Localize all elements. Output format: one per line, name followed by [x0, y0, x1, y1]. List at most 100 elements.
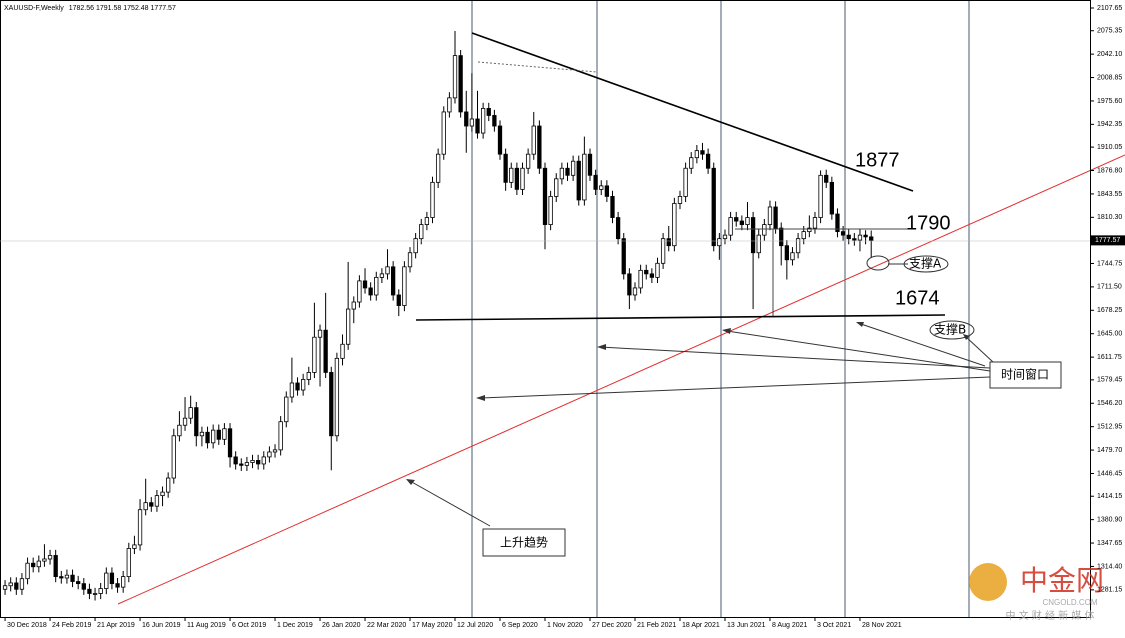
candle-body	[694, 150, 700, 159]
candle-body	[509, 167, 514, 183]
candle-body	[211, 429, 216, 444]
candle-body	[87, 588, 92, 594]
candle-body	[542, 167, 548, 225]
candle-body	[59, 576, 64, 579]
candle-body	[739, 220, 744, 225]
candle-body	[683, 167, 688, 197]
candle-body	[2, 585, 8, 590]
x-tick-label: 1 Nov 2020	[547, 622, 583, 629]
plot-frame	[0, 0, 1091, 618]
candle-body	[390, 266, 396, 296]
candle-body	[340, 343, 345, 359]
candle-body	[272, 449, 278, 453]
annotation-box	[482, 528, 566, 557]
candle-body	[531, 125, 536, 155]
candle-body	[132, 544, 137, 549]
candle-body	[289, 382, 295, 398]
candle-body	[31, 562, 36, 568]
candle-body	[615, 217, 621, 240]
candle-body	[790, 252, 795, 261]
x-tick-label: 13 Jun 2021	[727, 622, 766, 629]
arrow-head	[597, 344, 606, 350]
candle-body	[396, 294, 401, 306]
x-tick-label: 8 Aug 2021	[772, 622, 808, 629]
x-tick-label: 27 Dec 2020	[592, 622, 632, 629]
annotation: 1674	[895, 287, 940, 309]
candle-body	[430, 181, 435, 218]
arrow	[409, 480, 491, 527]
candle-body	[458, 55, 463, 113]
y-tick-label: 1843.55	[1097, 191, 1122, 198]
candle-body	[233, 456, 238, 465]
x-tick-label: 21 Apr 2019	[97, 622, 135, 629]
candle-body	[160, 491, 165, 497]
candle-body	[599, 185, 604, 190]
candle-body	[750, 217, 756, 254]
x-tick-label: 22 Mar 2020	[367, 622, 406, 629]
candle-body	[570, 160, 576, 176]
watermark-name: 中金网	[1020, 564, 1104, 597]
candle-body	[126, 548, 131, 577]
candle-body	[779, 227, 784, 247]
candle-body	[379, 273, 385, 278]
y-tick-label: 1479.70	[1097, 447, 1122, 454]
candle-body	[525, 153, 531, 169]
y-tick-label: 1611.75	[1097, 354, 1122, 361]
candle-body	[503, 153, 508, 183]
candle-body	[256, 460, 261, 465]
y-tick-label: 1380.90	[1097, 516, 1122, 523]
candle-body	[565, 167, 570, 176]
candle-body	[689, 157, 694, 169]
candle-body	[312, 336, 317, 373]
candle-body	[700, 150, 705, 155]
x-tick-label: 28 Nov 2021	[862, 622, 902, 629]
candle-body	[464, 111, 469, 127]
candle-body	[514, 167, 520, 190]
candle-body	[441, 111, 446, 155]
candle-body	[36, 560, 41, 568]
candle-body	[818, 174, 823, 218]
chart-header: XAUUSD-F,Weekly 1782.56 1791.58 1752.48 …	[4, 5, 176, 12]
arrow-head	[856, 322, 864, 327]
candle-body	[121, 576, 126, 588]
candle-body	[250, 460, 255, 463]
candle-body	[773, 206, 778, 229]
candle-body	[104, 572, 109, 589]
candle-body	[722, 234, 728, 240]
open: 1782.56	[69, 5, 94, 12]
annotation-box	[989, 361, 1062, 389]
candle-body	[632, 287, 638, 296]
candle-body	[604, 185, 610, 197]
candle-body	[655, 262, 660, 278]
candle-body	[728, 217, 733, 236]
candle-body	[475, 118, 480, 134]
arrow-head	[406, 479, 415, 485]
candle-body	[25, 562, 30, 580]
y-tick-label: 1347.65	[1097, 540, 1122, 547]
x-tick-label: 17 May 2020	[412, 622, 453, 629]
candle-body	[177, 424, 182, 437]
candle-body	[239, 463, 244, 466]
y-tick-label: 2042.10	[1097, 51, 1122, 58]
candle-body	[582, 153, 587, 201]
candle-body	[644, 269, 649, 275]
candle-body	[846, 234, 851, 240]
candle-body	[98, 588, 103, 594]
candle-body	[666, 238, 671, 247]
candle-body	[559, 167, 565, 180]
candle-body	[362, 280, 368, 289]
candle-body	[166, 477, 171, 493]
candle-body	[469, 118, 475, 127]
candle-body	[53, 555, 58, 577]
candle-body	[610, 196, 615, 218]
candle-body	[835, 213, 840, 233]
y-tick-label: 1546.20	[1097, 400, 1122, 407]
candle-body	[705, 153, 711, 169]
candle-body	[627, 273, 632, 296]
uptrend-line	[117, 154, 1125, 605]
candle-body	[767, 206, 773, 225]
candle-body	[374, 276, 379, 296]
arrow-heads	[406, 322, 970, 485]
candle-body	[47, 555, 53, 560]
candle-body	[492, 115, 497, 127]
